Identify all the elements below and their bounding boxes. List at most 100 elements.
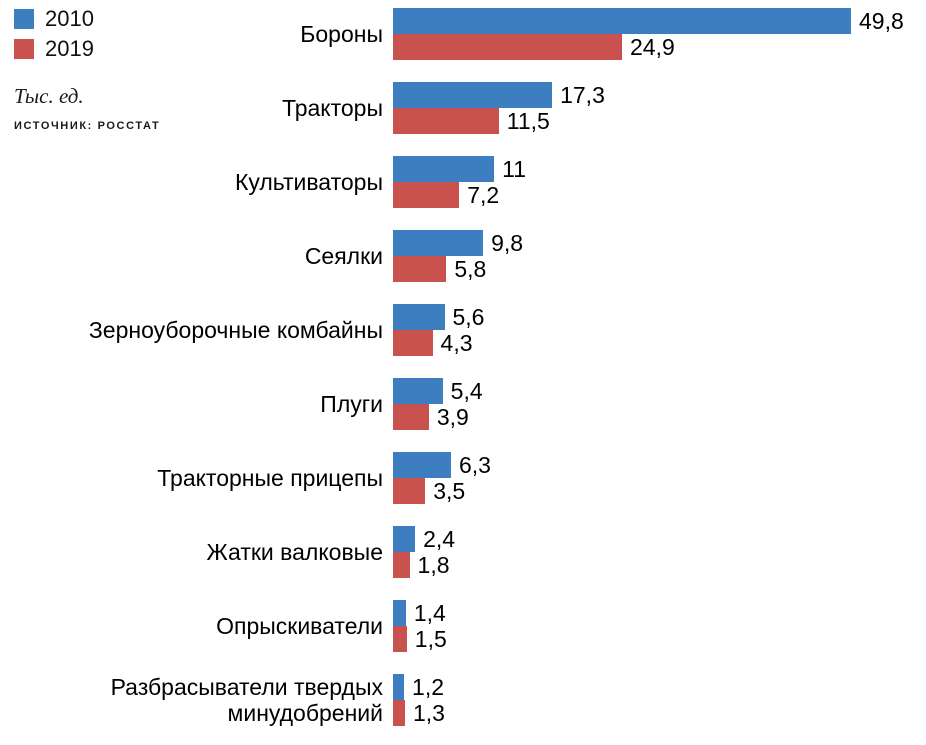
bar-line-2010: 49,8 xyxy=(393,8,926,34)
value-label-2010: 17,3 xyxy=(560,81,605,108)
category-label: Тракторы xyxy=(281,95,383,121)
value-label-2019: 7,2 xyxy=(467,181,500,208)
bar-group: Зерноуборочные комбайны 5,6 4,3 xyxy=(0,304,926,356)
category-label: Культиваторы xyxy=(234,169,383,195)
bar-2019 xyxy=(393,182,460,208)
bar-line-2019: 5,8 xyxy=(393,256,926,282)
bar-2010 xyxy=(393,8,851,34)
bar-line-2019: 1,3 xyxy=(393,700,926,726)
bar-group: Тракторы 17,3 11,5 xyxy=(0,82,926,134)
chart-legend: 2010 2019 Тыс. ед. ИСТОЧНИК: РОССТАТ xyxy=(14,8,274,132)
bar-pair: 17,3 11,5 xyxy=(393,82,926,134)
value-label-2010: 2,4 xyxy=(423,525,456,552)
bar-2010 xyxy=(393,156,495,182)
bar-group: Разбрасыватели твердых минудобрений 1,2 1,… xyxy=(0,674,926,726)
category-label: Жатки валковые xyxy=(206,539,383,565)
bar-group: Культиваторы 11 7,2 xyxy=(0,156,926,208)
value-label-2010: 49,8 xyxy=(859,7,904,34)
bar-pair: 6,3 3,5 xyxy=(393,452,926,504)
category-label: Сеялки xyxy=(304,243,383,269)
value-label-2019: 11,5 xyxy=(506,107,550,134)
value-label-2019: 4,3 xyxy=(440,329,473,356)
bar-group: Опрыскиватели 1,4 1,5 xyxy=(0,600,926,652)
category-label: Разбрасыватели твердых минудобрений xyxy=(110,674,383,726)
bar-pair: 5,6 4,3 xyxy=(393,304,926,356)
bar-2019 xyxy=(393,552,410,578)
legend-label-2010: 2010 xyxy=(45,6,94,31)
category-label: Бороны xyxy=(300,21,383,47)
bar-pair: 49,8 24,9 xyxy=(393,8,926,60)
bar-line-2019: 4,3 xyxy=(393,330,926,356)
value-label-2010: 1,4 xyxy=(413,599,446,626)
bar-2019 xyxy=(393,330,433,356)
bar-2010 xyxy=(393,304,445,330)
bar-pair: 9,8 5,8 xyxy=(393,230,926,282)
value-label-2010: 6,3 xyxy=(458,451,491,478)
bar-2010 xyxy=(393,600,406,626)
bar-group: Плуги 5,4 3,9 xyxy=(0,378,926,430)
bar-2010 xyxy=(393,230,484,256)
category-label: Опрыскиватели xyxy=(216,613,383,639)
value-label-2019: 1,3 xyxy=(412,699,445,726)
value-label-2019: 24,9 xyxy=(630,33,675,60)
category-label: Зерноуборочные комбайны xyxy=(88,317,383,343)
bar-line-2010: 17,3 xyxy=(393,82,926,108)
value-label-2019: 3,5 xyxy=(433,477,466,504)
bar-line-2010: 1,4 xyxy=(393,600,926,626)
bar-line-2019: 1,8 xyxy=(393,552,926,578)
bar-line-2010: 11 xyxy=(393,156,926,182)
bar-2019 xyxy=(393,34,622,60)
bar-line-2010: 6,3 xyxy=(393,452,926,478)
bar-line-2019: 3,9 xyxy=(393,404,926,430)
bar-2019 xyxy=(393,700,405,726)
bar-pair: 5,4 3,9 xyxy=(393,378,926,430)
bar-2019 xyxy=(393,626,407,652)
value-label-2010: 11 xyxy=(502,155,527,182)
legend-item-2019: 2019 xyxy=(14,38,274,60)
bar-pair: 1,4 1,5 xyxy=(393,600,926,652)
bar-2010 xyxy=(393,526,416,552)
bar-line-2010: 5,6 xyxy=(393,304,926,330)
bar-line-2010: 1,2 xyxy=(393,674,926,700)
legend-item-2010: 2010 xyxy=(14,8,274,30)
value-label-2019: 1,5 xyxy=(414,625,447,652)
bar-line-2010: 2,4 xyxy=(393,526,926,552)
value-label-2010: 5,6 xyxy=(452,303,485,330)
value-label-2010: 9,8 xyxy=(491,229,524,256)
value-label-2019: 1,8 xyxy=(417,551,450,578)
bar-group: Тракторные прицепы 6,3 3,5 xyxy=(0,452,926,504)
bar-line-2010: 5,4 xyxy=(393,378,926,404)
bar-line-2019: 1,5 xyxy=(393,626,926,652)
bar-2010 xyxy=(393,378,443,404)
bar-2010 xyxy=(393,82,553,108)
bar-line-2019: 3,5 xyxy=(393,478,926,504)
bar-line-2010: 9,8 xyxy=(393,230,926,256)
value-label-2010: 1,2 xyxy=(412,673,445,700)
bar-line-2019: 7,2 xyxy=(393,182,926,208)
legend-label-2019: 2019 xyxy=(45,36,94,61)
bar-chart: Бороны 49,8 24,9 Тракторы 17,3 11,5 Культивато… xyxy=(0,8,926,745)
value-label-2019: 3,9 xyxy=(436,403,469,430)
bar-group: Бороны 49,8 24,9 xyxy=(0,8,926,60)
value-label-2010: 5,4 xyxy=(450,377,483,404)
bar-2019 xyxy=(393,256,447,282)
bar-pair: 2,4 1,8 xyxy=(393,526,926,578)
bar-2019 xyxy=(393,478,426,504)
bar-2019 xyxy=(393,404,429,430)
category-label: Плуги xyxy=(320,391,383,417)
bar-group: Жатки валковые 2,4 1,8 xyxy=(0,526,926,578)
bar-2010 xyxy=(393,452,451,478)
legend-swatch-2019 xyxy=(14,39,34,59)
bar-2019 xyxy=(393,108,499,134)
bar-pair: 11 7,2 xyxy=(393,156,926,208)
bar-line-2019: 24,9 xyxy=(393,34,926,60)
units-label: Тыс. ед. xyxy=(14,84,84,108)
value-label-2019: 5,8 xyxy=(454,255,487,282)
legend-swatch-2010 xyxy=(14,9,34,29)
category-label: Тракторные прицепы xyxy=(157,465,383,491)
bar-pair: 1,2 1,3 xyxy=(393,674,926,726)
bar-group: Сеялки 9,8 5,8 xyxy=(0,230,926,282)
bar-2010 xyxy=(393,674,405,700)
bar-line-2019: 11,5 xyxy=(393,108,926,134)
